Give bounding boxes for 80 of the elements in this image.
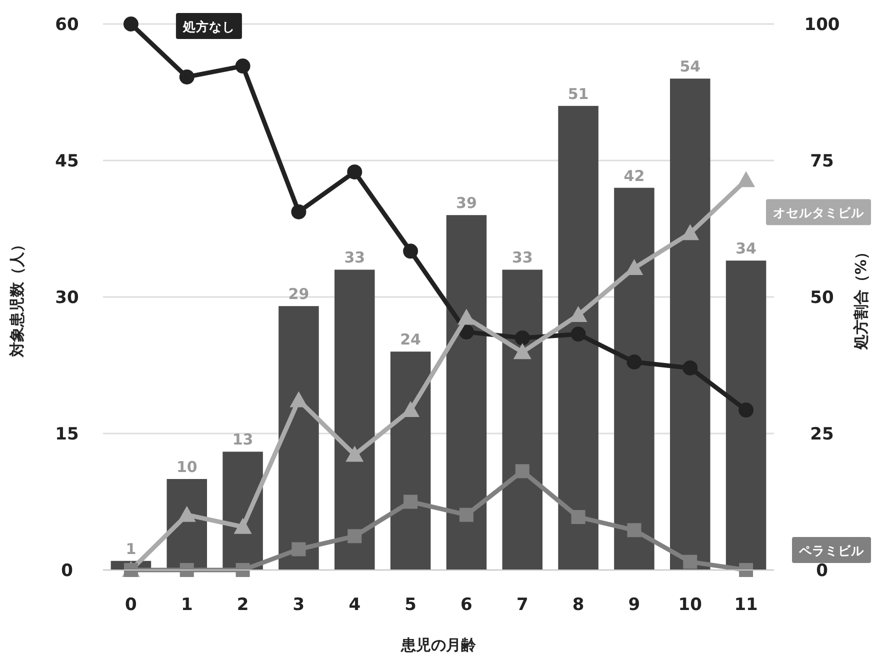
y-tick-label: 45 [55,152,79,172]
text: ペラミビル [798,543,865,558]
point [348,529,362,544]
point [458,324,474,340]
point [571,510,586,524]
point [683,554,698,569]
point [178,506,196,522]
point [737,171,756,188]
x-tick-label: 0 [125,595,138,615]
data-label: 33 [512,248,533,267]
point [515,464,530,478]
data-label: 51 [568,84,589,103]
y2-tick-label: 50 [810,288,834,308]
data-label: 10 [176,458,198,476]
data-label: 42 [624,166,645,185]
x-tick-label: 3 [292,595,305,615]
point [513,343,532,360]
point [179,69,194,84]
data-label: 54 [680,58,701,76]
point [290,391,308,408]
y-tick-label: 0 [61,561,74,581]
x-tick-label: 2 [236,595,249,615]
point [403,244,418,259]
x-axis-title: 患児の月齢 [400,636,477,654]
x-tick-label: 9 [628,595,640,615]
point [236,563,250,577]
x-tick-label: 10 [678,595,702,615]
bar [390,352,431,570]
y-axis-title: 対象患児数（人） [8,237,26,358]
point [738,402,754,418]
point [180,563,194,577]
point [404,494,418,509]
bar [334,270,375,570]
bar [278,306,319,570]
y2-tick-label: 25 [810,424,834,444]
x-tick-label: 6 [460,595,472,615]
data-label: 29 [288,285,310,304]
point [682,360,698,376]
bar [558,106,598,570]
data-label: 24 [400,330,421,349]
point [739,563,754,577]
data-label: 39 [456,194,477,212]
x-tick-label: 7 [516,595,528,615]
y-tick-label: 60 [55,15,79,35]
bar [446,215,487,570]
x-tick-label: 4 [348,595,361,615]
bar [726,260,766,570]
point [235,58,250,74]
point [514,330,530,346]
point [627,523,642,538]
point [570,326,586,342]
x-tick-label: 5 [404,595,416,615]
point [123,16,138,32]
y2-tick-label: 100 [804,15,840,35]
data-label: 33 [344,248,366,267]
x-tick-label: 1 [180,595,193,615]
point [626,354,642,370]
text: オセルタミビル [773,205,865,220]
y-tick-label: 30 [55,288,79,308]
y-tick-label: 15 [55,424,79,444]
point [234,518,252,534]
data-label: 13 [232,430,254,449]
y2-axis-title: 処方割合（%） [852,244,870,351]
point [346,446,364,462]
data-label: 34 [736,240,756,258]
y2-tick-label: 75 [810,152,834,172]
bar [670,78,710,570]
point [457,308,476,325]
point [292,542,306,556]
bar [614,188,654,570]
point [291,204,306,220]
y2-tick-label: 0 [816,561,828,581]
text: 処方なし [182,19,235,34]
x-tick-label: 11 [734,595,758,615]
data-label: 1 [126,540,136,558]
x-tick-label: 8 [572,595,584,615]
point [347,164,362,180]
bar [502,270,543,570]
point [459,508,474,522]
point [681,224,700,240]
